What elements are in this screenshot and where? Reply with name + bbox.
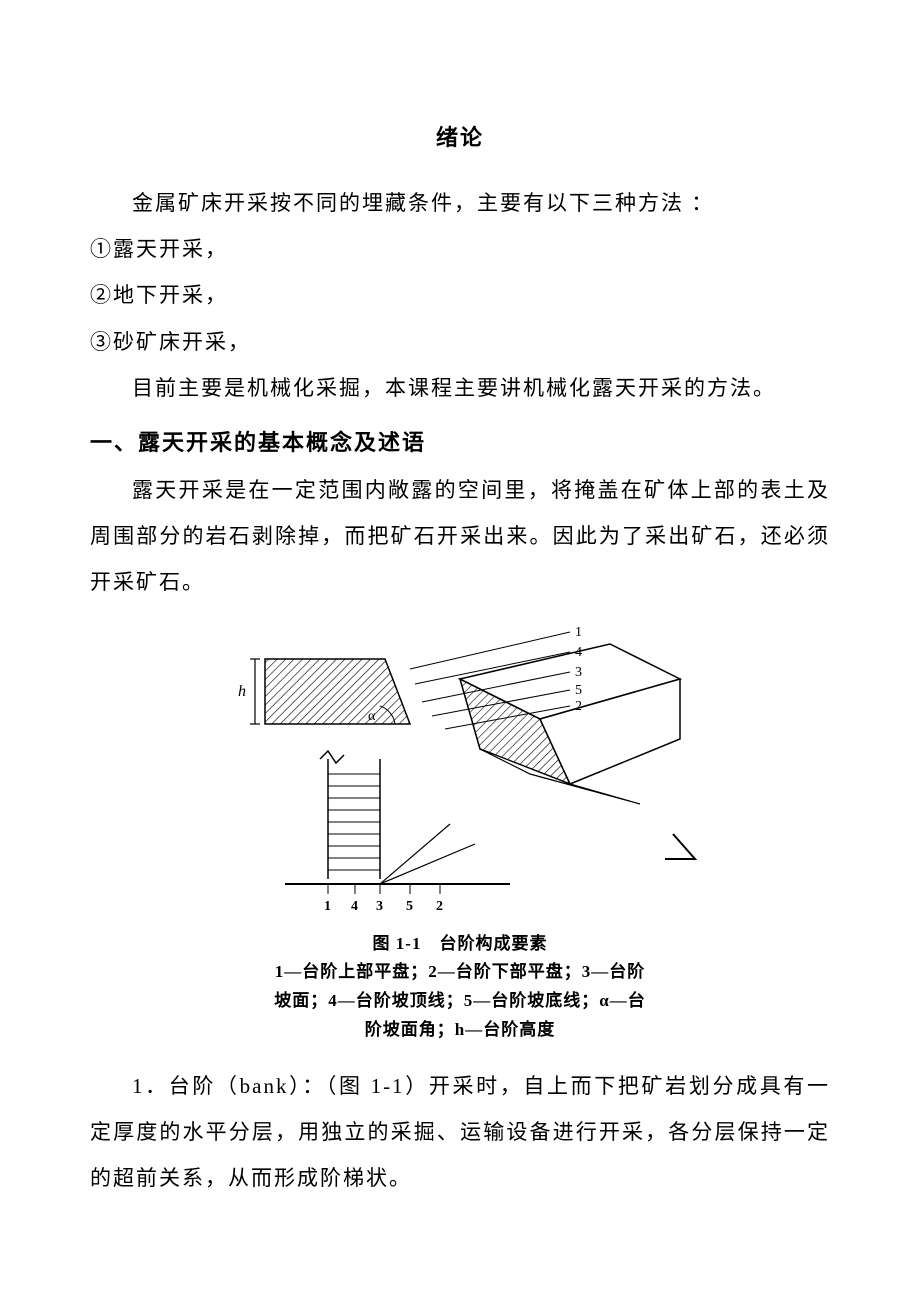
bottom-label-3: 3 [376,899,383,914]
angle-glyph [665,834,695,859]
leader-label-5: 5 [575,683,582,698]
list-item-3: ③砂矿床开采， [90,319,830,365]
leader-label-3: 3 [575,665,582,680]
bottom-label-5: 5 [406,899,413,914]
intro-paragraph: 金属矿床开采按不同的埋藏条件，主要有以下三种方法 ： [90,180,830,226]
page-title: 绪论 [90,120,830,152]
bottom-label-4: 4 [351,899,358,914]
leader-label-2: 2 [575,699,582,714]
bottom-label-1: 1 [324,899,331,914]
leader-label-1: 1 [575,625,582,640]
leader-labels: 1 4 3 5 2 [575,625,582,714]
list-item-2: ②地下开采， [90,272,830,318]
paragraph-2: 目前主要是机械化采掘，本课程主要讲机械化露天开采的方法。 [90,365,830,411]
paragraph-4: 1．台阶（bank）：（图 1-1）开采时，自上而下把矿岩划分成具有一定厚度的水… [90,1063,830,1202]
label-alpha: α [368,709,376,724]
upper-left-bench: h α [238,659,410,724]
caption-line-2: 坡面；4—台阶坡顶线；5—台阶坡底线；α—台 [274,987,646,1016]
figure-1-1: h α [90,624,830,1046]
leader-label-4: 4 [575,645,582,660]
bottom-label-2: 2 [436,899,443,914]
paragraph-3: 露天开采是在一定范围内敞露的空间里，将掩盖在矿体上部的表土及周围部分的岩石剥除掉… [90,467,830,606]
bottom-labels: 1 4 3 5 2 [324,899,443,914]
caption-line-1: 1—台阶上部平盘；2—台阶下部平盘；3—台阶 [274,958,646,987]
list-item-1: ①露天开采， [90,226,830,272]
caption-title: 图 1-1 台阶构成要素 [274,930,646,959]
section-heading-1: 一、露天开采的基本概念及述语 [90,425,830,457]
label-h: h [238,683,246,700]
lower-plan-view [285,751,510,894]
document-page: 绪论 金属矿床开采按不同的埋藏条件，主要有以下三种方法 ： ①露天开采， ②地下… [0,0,920,1302]
figure-caption: 图 1-1 台阶构成要素 1—台阶上部平盘；2—台阶下部平盘；3—台阶 坡面；4… [274,930,646,1046]
caption-line-3: 阶坡面角；h—台阶高度 [274,1016,646,1045]
bench-diagram-svg: h α [210,624,710,924]
